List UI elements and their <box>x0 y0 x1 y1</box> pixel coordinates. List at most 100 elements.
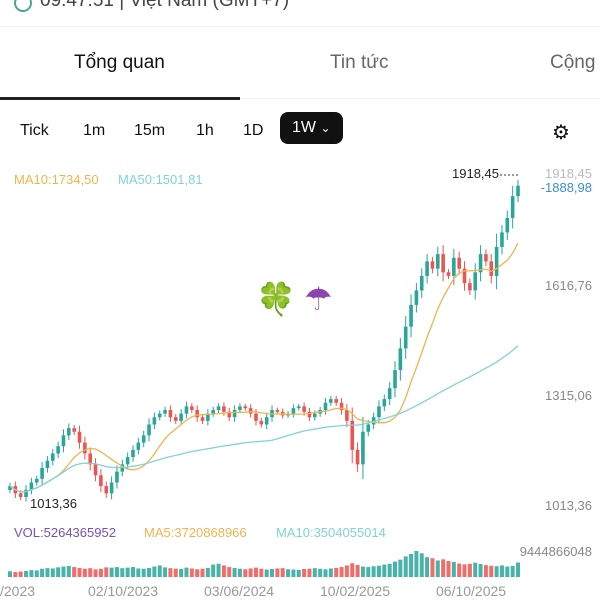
volume-bar <box>130 567 135 577</box>
volume-bar <box>334 567 339 577</box>
volume-bar <box>376 565 381 577</box>
volume-bar <box>516 562 520 577</box>
volume-ma10: MA10:3504055014 <box>276 525 386 540</box>
candle-body <box>152 417 157 425</box>
status-time: 09:47:51 | Việt Nam (GMT+7) <box>40 0 290 11</box>
candle-body <box>329 399 333 403</box>
candle-body <box>505 217 510 233</box>
status-icon <box>14 0 32 12</box>
volume-ma5: MA5:3720868966 <box>144 525 247 540</box>
candle-body <box>147 424 151 436</box>
volume-bar <box>24 570 29 577</box>
volume-bar <box>414 551 419 577</box>
candle-body <box>104 486 109 494</box>
volume-bar <box>291 569 296 577</box>
timeframe-1m[interactable]: 1m <box>83 122 106 139</box>
volume-bar <box>109 567 114 577</box>
candle-body <box>157 413 162 418</box>
volume-bar <box>157 565 162 577</box>
timeframe-15m[interactable]: 15m <box>134 122 166 139</box>
candle-body <box>195 409 199 418</box>
volume-bar <box>296 569 301 577</box>
timeframe-1w-dropdown[interactable]: 1W ⌄ <box>280 112 343 144</box>
timeframe-1h[interactable]: 1h <box>196 122 214 139</box>
x-tick-0: /2023 <box>0 583 36 599</box>
candle-body <box>163 409 167 414</box>
candle-body <box>40 467 44 479</box>
volume-bar <box>104 567 109 577</box>
candle-body <box>350 420 355 450</box>
volume-bar <box>98 568 103 577</box>
volume-bar <box>205 567 210 577</box>
candle-body <box>211 409 215 414</box>
x-tick-2: 03/06/2024 <box>204 583 275 599</box>
volume-bar <box>18 571 23 577</box>
divider <box>240 98 600 99</box>
y-tick-3: 1315,06 <box>545 388 592 403</box>
candle-body <box>259 420 264 425</box>
candle-body <box>50 453 55 461</box>
candle-body <box>435 254 440 269</box>
volume-bar <box>409 553 414 577</box>
candle-body <box>345 409 349 421</box>
volume-bar <box>168 568 173 577</box>
timeframe-tick[interactable]: Tick <box>20 122 49 139</box>
volume-bar <box>34 570 39 577</box>
candle-body <box>243 406 248 409</box>
volume-bar <box>419 553 424 577</box>
ma50-line <box>9 345 519 493</box>
candle-body <box>510 196 515 218</box>
candle-body <box>377 406 381 418</box>
volume-bar <box>473 562 478 577</box>
tab-community[interactable]: Cộng <box>550 52 596 73</box>
volume-bar <box>189 568 194 577</box>
volume-bar <box>253 567 258 577</box>
volume-max-label: 9444866048 <box>519 544 592 559</box>
candle-body <box>296 406 301 409</box>
x-tick-1: 02/10/2023 <box>88 583 159 599</box>
volume-bar <box>114 567 119 577</box>
volume-bar <box>61 566 66 577</box>
volume-bar <box>489 565 494 577</box>
candle-body <box>88 453 93 465</box>
volume-bar <box>221 565 226 577</box>
volume-bar <box>200 568 205 577</box>
volume-bar <box>82 568 87 577</box>
candle-body <box>403 326 408 349</box>
candle-body <box>494 246 499 276</box>
tab-news[interactable]: Tin tức <box>330 52 389 73</box>
tab-overview[interactable]: Tổng quan <box>74 52 165 73</box>
candle-body <box>484 254 488 262</box>
volume-bar <box>366 567 371 577</box>
candle-body <box>473 272 478 291</box>
volume-bar <box>56 567 61 577</box>
candle-body <box>238 406 242 410</box>
candle-body <box>168 409 173 418</box>
y-tick-2: 1616,76 <box>545 278 592 293</box>
volume-bar <box>398 559 403 577</box>
volume-bar <box>259 568 264 577</box>
divider <box>0 26 600 27</box>
candle-body <box>361 431 365 465</box>
candle-body <box>323 402 328 410</box>
volume-bar <box>457 563 462 577</box>
volume-bar <box>179 569 184 577</box>
volume-bar <box>430 558 435 577</box>
volume-bar <box>173 568 178 577</box>
candle-body <box>419 275 424 291</box>
volume-bar <box>312 568 317 577</box>
x-tick-3: 10/02/2025 <box>320 583 391 599</box>
candle-body <box>313 413 317 418</box>
volume-bar <box>499 565 504 577</box>
volume-bar <box>451 561 456 577</box>
settings-gear-icon[interactable]: ⚙ <box>552 122 570 144</box>
volume-bar <box>227 567 232 577</box>
volume-bar <box>45 568 50 577</box>
volume-bar <box>467 563 472 577</box>
volume-bar <box>50 568 55 577</box>
candle-body <box>190 406 194 410</box>
timeframe-1d[interactable]: 1D <box>243 122 264 139</box>
y-tick-bottom: 1013,36 <box>545 498 592 513</box>
candle-body <box>184 406 189 414</box>
